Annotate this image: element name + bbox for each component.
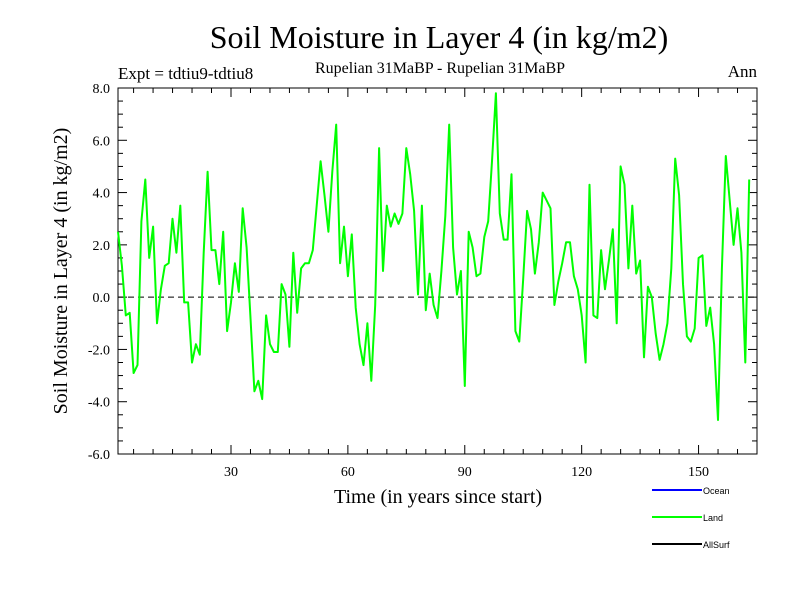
- legend: Ocean Land AllSurf: [652, 486, 730, 550]
- x-tick-label: 90: [458, 465, 472, 480]
- period-label: Rupelian 31MaBP - Rupelian 31MaBP: [315, 60, 565, 77]
- chart-title: Soil Moisture in Layer 4 (in kg/m2): [210, 19, 669, 55]
- y-tick-label: 0.0: [93, 291, 111, 306]
- season-label: Ann: [728, 62, 758, 81]
- experiment-label: Expt = tdtiu9-tdtiu8: [118, 64, 253, 83]
- y-tick-label: 6.0: [93, 134, 111, 149]
- legend-label-allsurf: AllSurf: [703, 540, 730, 550]
- y-tick-label: 2.0: [93, 239, 111, 254]
- legend-label-land: Land: [703, 513, 723, 523]
- x-tick-label: 30: [224, 465, 238, 480]
- x-tick-label: 150: [688, 465, 709, 480]
- y-axis-label: Soil Moisture in Layer 4 (in kg/m2): [50, 128, 72, 415]
- legend-label-ocean: Ocean: [703, 486, 730, 496]
- x-axis-label: Time (in years since start): [334, 486, 542, 508]
- y-tick-label: -6.0: [88, 448, 110, 463]
- plot-frame: [117, 87, 758, 455]
- x-tick-label: 120: [571, 465, 592, 480]
- series-line-land: [117, 92, 751, 421]
- y-tick-label: -2.0: [88, 343, 110, 358]
- plot-area: -6.0 -4.0 -2.0 0.0 2.0 4.0 6.0 8.0 30 60 90 120 150: [88, 82, 758, 480]
- y-tick-label: 4.0: [93, 187, 111, 202]
- y-tick-label: -4.0: [88, 396, 110, 411]
- x-tick-label: 60: [341, 465, 355, 480]
- y-tick-label: 8.0: [93, 82, 111, 97]
